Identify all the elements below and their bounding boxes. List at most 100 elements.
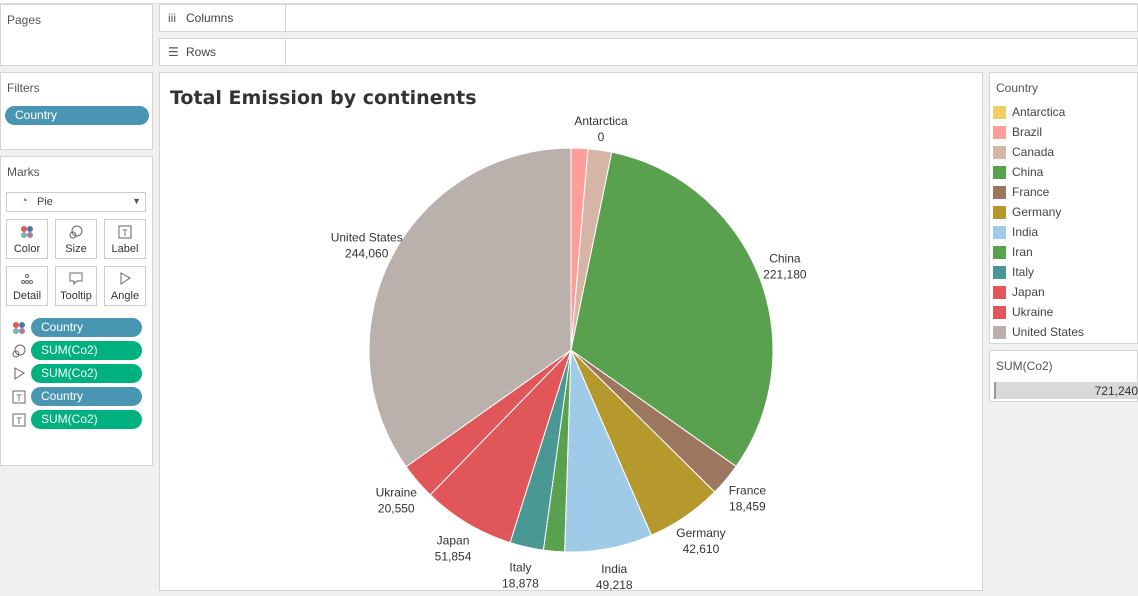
legend-label: France [1012, 185, 1050, 199]
label-icon: T [105, 225, 145, 242]
color-icon [12, 321, 26, 335]
rows-icon: ☰ [168, 45, 179, 59]
shelf-divider [285, 5, 286, 31]
pages-card: Pages [0, 4, 153, 66]
slice-name-label: France [729, 484, 767, 498]
color-button[interactable]: Color [6, 219, 48, 259]
legend-label: Iran [1012, 245, 1033, 259]
filters-card: Filters Country [0, 72, 153, 150]
legend-label: United States [1012, 325, 1085, 339]
marks-pill-country-color[interactable]: Country [31, 318, 142, 337]
slice-value-label: 244,060 [345, 246, 389, 260]
columns-icon: iii [168, 11, 176, 25]
size-icon [12, 344, 26, 358]
slice-name-label: India [601, 562, 627, 576]
chevron-down-icon: ▼ [132, 196, 141, 206]
color-legend-title: Country [996, 81, 1039, 95]
slice-name-label: Germany [676, 526, 725, 540]
columns-shelf[interactable]: iii Columns [159, 4, 1138, 32]
pie-slice-united-states[interactable] [368, 147, 572, 468]
svg-text:T: T [16, 393, 22, 403]
chart-title: Total Emission by continents [170, 87, 477, 109]
svg-text:T: T [122, 228, 128, 238]
slice-value-label: 18,878 [502, 576, 539, 590]
marks-title: Marks [7, 165, 40, 179]
slice-name-label: United States [331, 230, 403, 244]
filter-pill-country[interactable]: Country [5, 106, 149, 125]
legend-swatch [993, 326, 1006, 339]
legend-swatch [993, 226, 1006, 239]
slice-value-label: 51,854 [435, 549, 472, 563]
legend-swatch [993, 186, 1006, 199]
top-strip [0, 0, 1138, 4]
legend-swatch [993, 286, 1006, 299]
pie-slice-china[interactable] [570, 151, 774, 468]
rows-shelf[interactable]: ☰ Rows [159, 38, 1138, 66]
mark-type-dropdown[interactable]: ◔ Pie ▼ [6, 192, 146, 212]
slice-name-label: Ukraine [376, 486, 418, 500]
legend-swatch [993, 266, 1006, 279]
label-button-label: Label [111, 243, 139, 255]
rows-label: Rows [186, 45, 217, 59]
pie-icon: ◔ [21, 195, 28, 207]
size-icon [56, 225, 96, 242]
legend-swatch [993, 126, 1006, 139]
marks-pill-country-label[interactable]: Country [31, 387, 142, 406]
legend-label: Ukraine [1012, 305, 1054, 319]
legend-label: China [1012, 165, 1044, 179]
legend-label: Italy [1012, 265, 1035, 279]
marks-pill-co2-size[interactable]: SUM(Co2) [31, 341, 142, 360]
svg-text:T: T [16, 416, 22, 426]
size-button[interactable]: Size [55, 219, 97, 259]
legend-label: Antarctica [1012, 105, 1066, 119]
mark-type-label: Pie [37, 196, 53, 208]
legend-swatch [993, 206, 1006, 219]
legend-swatch [993, 106, 1006, 119]
slice-value-label: 20,550 [378, 502, 415, 516]
label-icon: T [12, 413, 26, 427]
legend-label: Japan [1012, 285, 1045, 299]
slice-name-label: Antarctica [574, 114, 628, 128]
pages-title: Pages [7, 13, 42, 27]
marks-pill-co2-angle[interactable]: SUM(Co2) [31, 364, 142, 383]
legend-swatch [993, 306, 1006, 319]
label-icon: T [12, 390, 26, 404]
legend-label: Canada [1012, 145, 1055, 159]
label-button[interactable]: T Label [104, 219, 146, 259]
slice-name-label: China [769, 251, 801, 265]
legend-swatch [993, 146, 1006, 159]
tooltip-button-label: Tooltip [60, 290, 92, 302]
marks-pill-co2-label[interactable]: SUM(Co2) [31, 410, 142, 429]
color-icon [7, 225, 47, 242]
slice-value-label: 49,218 [596, 578, 633, 592]
tooltip-button[interactable]: Tooltip [55, 266, 97, 306]
angle-button[interactable]: Angle [104, 266, 146, 306]
size-legend-card: SUM(Co2) 721,240 [989, 350, 1138, 402]
legend-label: Brazil [1012, 125, 1043, 139]
angle-icon [105, 272, 145, 289]
angle-button-label: Angle [110, 290, 140, 302]
detail-button-label: Detail [12, 290, 42, 302]
legend-swatch [993, 166, 1006, 179]
filters-title: Filters [7, 81, 40, 95]
size-legend-value: 721,240 [1094, 384, 1138, 398]
size-legend-title: SUM(Co2) [996, 359, 1053, 373]
tooltip-icon [56, 272, 96, 289]
slice-value-label: 0 [598, 130, 605, 144]
slice-name-label: Japan [437, 533, 470, 547]
slice-name-label: Italy [509, 560, 531, 574]
slice-value-label: 221,180 [763, 267, 807, 281]
shelf-divider [285, 39, 286, 65]
angle-icon [12, 367, 26, 381]
color-button-label: Color [13, 243, 41, 255]
legend-swatch [993, 246, 1006, 259]
legend-label: India [1012, 225, 1039, 239]
detail-button[interactable]: Detail [6, 266, 48, 306]
columns-label: Columns [186, 11, 234, 25]
slice-value-label: 42,610 [683, 542, 720, 556]
size-button-label: Size [65, 243, 87, 255]
size-legend-bar: 721,240 [994, 382, 1138, 399]
legend-label: Germany [1012, 205, 1062, 219]
detail-icon [7, 272, 47, 289]
